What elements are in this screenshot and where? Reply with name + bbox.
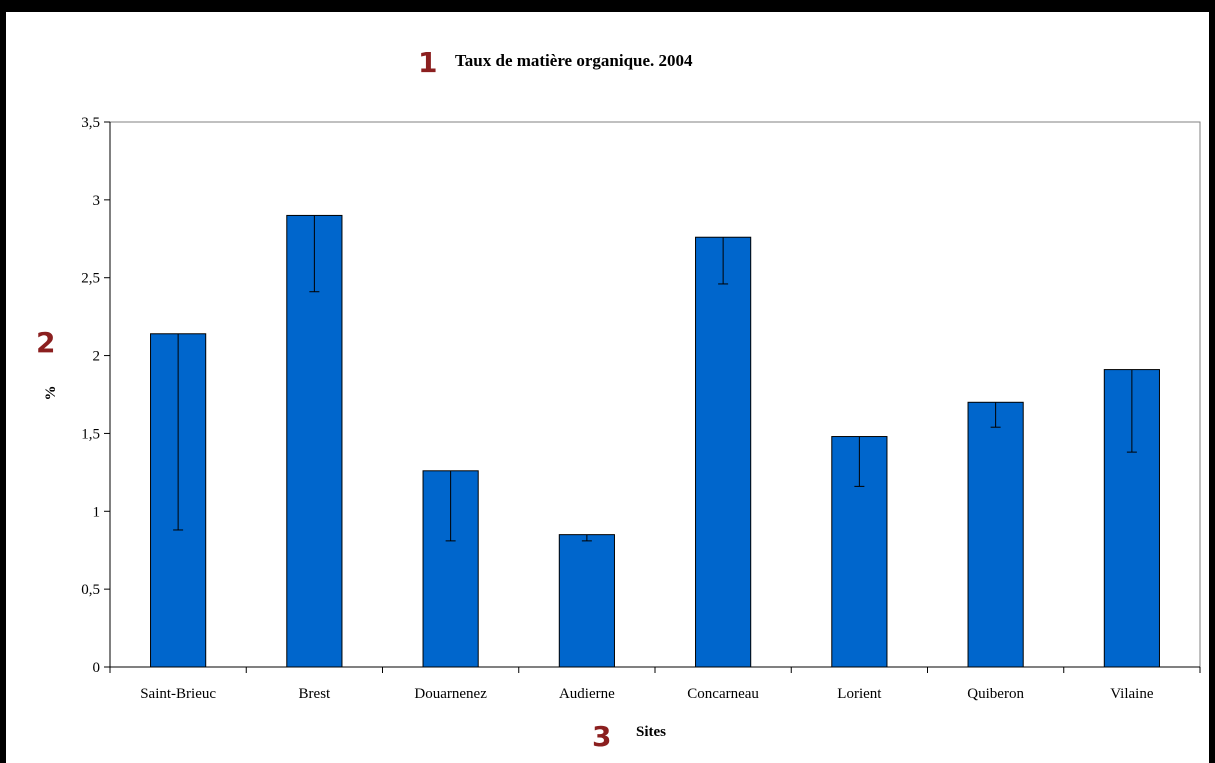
bar — [695, 236, 752, 668]
x-tick-label: Brest — [299, 686, 331, 702]
y-tick-label: 1 — [93, 504, 101, 520]
y-tick-label: 3 — [93, 193, 101, 209]
x-tick-label: Lorient — [837, 686, 882, 702]
x-axis-marker: 3 — [592, 720, 611, 753]
y-axis-marker: 2 — [36, 326, 55, 359]
y-tick-label: 0,5 — [81, 582, 100, 598]
bar — [558, 534, 615, 668]
y-tick-label: 3,5 — [81, 115, 100, 131]
y-axis-title: % — [43, 386, 59, 401]
plot-border — [110, 121, 1201, 667]
y-tick-label: 0 — [93, 660, 101, 676]
y-tick-label: 2,5 — [81, 271, 100, 287]
plot-area: 0 0,5 1 1,5 2 2,5 3 3,5 Saint-Brieuc Brest Douarne… — [81, 115, 1201, 702]
x-tick-label: Audierne — [559, 686, 615, 702]
chart-title: Taux de matière organique. 2004 — [455, 51, 693, 70]
x-tick-label: Vilaine — [1110, 686, 1154, 702]
bar-chart: 1 Taux de matière organique. 2004 2 % 3 … — [36, 46, 1201, 753]
bar — [967, 401, 1024, 668]
y-tick-label: 2 — [93, 349, 101, 365]
title-marker: 1 — [418, 46, 437, 79]
x-tick-label: Concarneau — [687, 686, 759, 702]
x-axis-title: Sites — [636, 724, 666, 740]
x-tick-label: Douarnenez — [414, 686, 487, 702]
x-tick-label: Saint-Brieuc — [140, 686, 216, 702]
x-tick-label: Quiberon — [967, 686, 1024, 702]
y-tick-label: 1,5 — [81, 426, 100, 442]
